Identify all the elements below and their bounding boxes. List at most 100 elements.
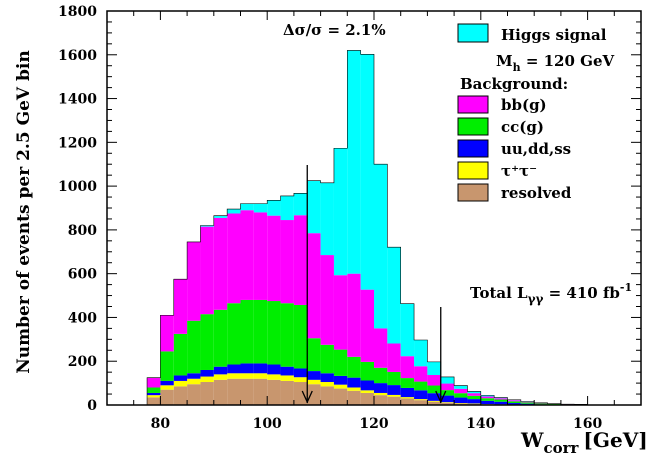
bar-cc-g-28 xyxy=(520,402,535,404)
bar-resolved-10 xyxy=(280,380,294,405)
legend: Higgs signal Mh = 120 GeV Background: bb… xyxy=(457,23,615,202)
bar-uu-dd-ss-13 xyxy=(320,373,334,383)
series-higgs-signal xyxy=(200,50,548,404)
bar-bb-g-5 xyxy=(213,217,228,310)
legend-label-series: τ⁺τ⁻ xyxy=(501,162,537,180)
bar-bb-g-17 xyxy=(374,328,388,368)
bar-uu-dd-ss-11 xyxy=(293,368,308,378)
bar-resolved-1 xyxy=(160,389,174,405)
y-axis-label: Number of events per 2.5 GeV bin xyxy=(14,50,34,373)
bar-cc-g-7 xyxy=(240,299,254,364)
legend-label-higgs: Higgs signal xyxy=(501,26,607,44)
bar-series-22 xyxy=(440,402,455,403)
bar-cc-g-24 xyxy=(467,395,481,400)
bar-higgs-signal-19 xyxy=(400,303,415,357)
x-axis-label-subscript: corr xyxy=(543,439,579,457)
bar-cc-g-21 xyxy=(427,385,441,394)
bar-series-8 xyxy=(253,373,268,379)
bar-uu-dd-ss-16 xyxy=(360,380,374,391)
bar-series-18 xyxy=(387,394,401,397)
bar-resolved-13 xyxy=(320,386,334,405)
bar-bb-g-23 xyxy=(454,388,468,394)
legend-label-uu-dd-ss: uu,dd,ss xyxy=(501,140,571,158)
bar-resolved-23 xyxy=(454,403,468,405)
bar-series-10 xyxy=(280,375,294,381)
legend-swatch-higgs xyxy=(457,23,489,43)
bar-uu-dd-ss-0 xyxy=(147,392,161,396)
legend-swatch-bb-g xyxy=(457,95,489,114)
bar-higgs-signal-21 xyxy=(427,361,441,376)
legend-mass-label: Mh = 120 GeV xyxy=(496,52,615,74)
bar-higgs-signal-8 xyxy=(253,203,268,213)
bar-series-15 xyxy=(347,387,361,391)
bar-cc-g-2 xyxy=(173,333,188,376)
bar-cc-g-29 xyxy=(534,403,548,405)
legend-swatch-series xyxy=(457,161,489,180)
series-bb-g xyxy=(147,210,588,405)
total-outline xyxy=(146,50,641,406)
bar-series-5 xyxy=(213,374,228,380)
bar-higgs-signal-6 xyxy=(227,209,241,214)
bar-bb-g-22 xyxy=(440,383,455,391)
bar-uu-dd-ss-19 xyxy=(400,387,415,398)
bar-resolved-7 xyxy=(240,378,254,405)
bar-higgs-signal-25 xyxy=(480,395,495,397)
bar-cc-g-0 xyxy=(147,387,161,393)
bar-cc-g-9 xyxy=(267,301,281,365)
bar-higgs-signal-12 xyxy=(307,180,321,234)
bar-bb-g-3 xyxy=(187,241,201,321)
x-axis-label-unit: [GeV] xyxy=(583,428,647,452)
series-resolved xyxy=(147,378,535,405)
legend-swatch-cc-g xyxy=(457,117,489,136)
lumi-value: = 410 fb xyxy=(543,284,620,302)
bar-series-20 xyxy=(414,399,428,401)
bar-uu-dd-ss-4 xyxy=(200,369,214,377)
bar-resolved-11 xyxy=(293,382,308,405)
bar-uu-dd-ss-23 xyxy=(454,397,468,404)
bar-higgs-signal-5 xyxy=(213,215,228,218)
bar-bb-g-2 xyxy=(173,279,188,334)
series-series xyxy=(147,373,508,405)
bar-cc-g-20 xyxy=(414,381,428,391)
bar-cc-g-14 xyxy=(333,349,348,376)
bar-cc-g-27 xyxy=(507,401,521,404)
x-tick-label-140: 140 xyxy=(466,416,495,432)
legend-label-cc-g: cc(g) xyxy=(501,118,544,136)
bar-cc-g-19 xyxy=(400,378,415,388)
bar-cc-g-16 xyxy=(360,361,374,381)
legend-background-entries: bb(g) cc(g) uu,dd,ss τ⁺τ⁻ resolved xyxy=(457,95,572,202)
bar-bb-g-19 xyxy=(400,356,415,379)
bar-bb-g-25 xyxy=(480,396,495,399)
luminosity-annotation: Total Lγγ = 410 fb-1 xyxy=(470,281,632,306)
bar-series-9 xyxy=(267,374,281,380)
bar-cc-g-15 xyxy=(347,356,361,378)
resolution-annotation: Δσ/σ = 2.1% xyxy=(283,21,386,39)
y-tick-label-1000: 1000 xyxy=(58,179,97,195)
bar-higgs-signal-17 xyxy=(374,164,388,329)
legend-swatch-resolved xyxy=(457,183,489,202)
bar-uu-dd-ss-22 xyxy=(440,395,455,403)
bar-higgs-signal-18 xyxy=(387,247,401,344)
bar-bb-g-6 xyxy=(227,213,241,304)
legend-background-title: Background: xyxy=(460,75,568,93)
bar-higgs-signal-15 xyxy=(347,50,361,274)
axis-ticks: 80 100 120 140 16002004006008001000120014001… xyxy=(58,4,642,432)
bar-uu-dd-ss-10 xyxy=(280,366,294,376)
bar-bb-g-11 xyxy=(293,215,308,305)
bar-higgs-signal-4 xyxy=(200,225,214,227)
bar-bb-g-14 xyxy=(333,275,348,350)
bar-cc-g-6 xyxy=(227,303,241,365)
bar-resolved-9 xyxy=(267,379,281,405)
x-axis-label-main: W xyxy=(520,428,544,452)
bar-bb-g-10 xyxy=(280,220,294,304)
bar-resolved-19 xyxy=(400,398,415,405)
bar-series-2 xyxy=(173,380,188,387)
bar-cc-g-26 xyxy=(494,399,508,402)
legend-mass-subscript: h xyxy=(513,61,521,74)
bar-series-16 xyxy=(360,390,374,393)
bar-uu-dd-ss-6 xyxy=(227,364,241,374)
bar-higgs-signal-13 xyxy=(320,182,334,256)
lumi-superscript: -1 xyxy=(620,281,632,294)
bar-uu-dd-ss-7 xyxy=(240,363,254,374)
bar-uu-dd-ss-12 xyxy=(307,371,321,380)
